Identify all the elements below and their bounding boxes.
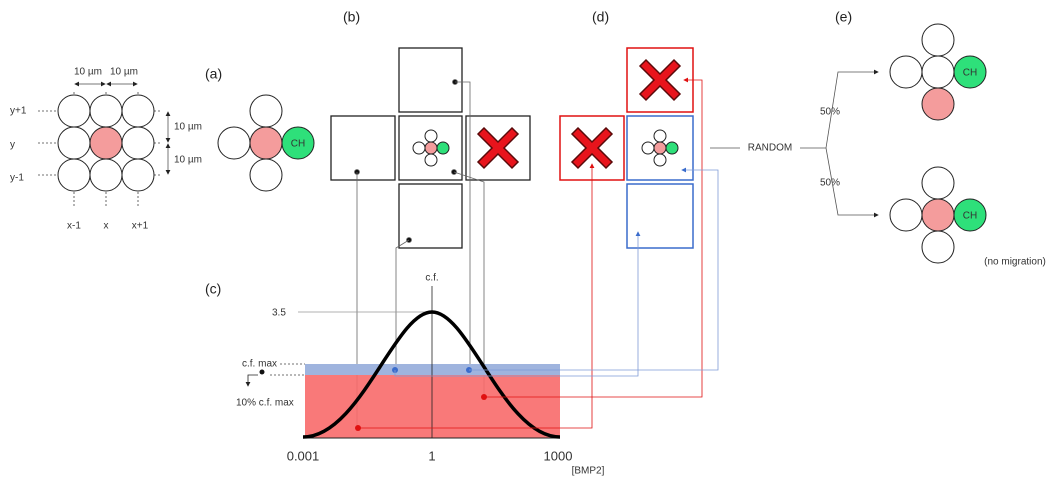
- peak-label: c.f.: [425, 273, 438, 284]
- max-label: c.f. max: [242, 359, 277, 370]
- panel-e: (e) RANDOM 50% 50% CH CH (no migration): [710, 9, 1046, 268]
- panel-a: (a) CH: [205, 66, 314, 191]
- panel-label: (d): [592, 9, 609, 25]
- panel-c: (c) c.f. 3.5 c.f. max 10% c.f. max 0.001…: [205, 273, 605, 477]
- col-label: x: [104, 221, 109, 232]
- panel-label: (e): [835, 9, 852, 25]
- spacing-label: 10 µm: [74, 67, 102, 78]
- decision-label: RANDOM: [748, 143, 792, 154]
- panel-b: (b): [331, 9, 530, 248]
- row-label: y+1: [10, 106, 27, 117]
- cell-label: CH: [963, 68, 977, 79]
- x-tick-label: 0.001: [287, 448, 320, 463]
- cell-label: CH: [291, 139, 305, 150]
- col-label: x+1: [132, 221, 149, 232]
- row-label: y-1: [10, 173, 24, 184]
- spacing-label: 10 µm: [174, 122, 202, 133]
- spacing-label: 10 µm: [174, 155, 202, 166]
- col-label: x-1: [67, 221, 81, 232]
- x-axis-label: [BMP2]: [572, 466, 605, 477]
- peak-value: 3.5: [272, 308, 286, 319]
- probability-label: 50%: [820, 107, 840, 118]
- cell-label: CH: [963, 211, 977, 222]
- x-tick-label: 1: [428, 448, 435, 463]
- panel-d: (d): [560, 9, 693, 248]
- diagram: 10 µm 10 µm y+1 y y-1 10 µm 10 µm x-1 x …: [0, 0, 1049, 481]
- panel-label: (b): [343, 9, 360, 25]
- threshold-label: 10% c.f. max: [236, 398, 294, 409]
- panel-label: (a): [205, 66, 222, 82]
- x-tick-label: 1000: [544, 448, 573, 463]
- spacing-label: 10 µm: [110, 67, 138, 78]
- note: (no migration): [984, 257, 1046, 268]
- grid-panel: 10 µm 10 µm y+1 y y-1 10 µm 10 µm x-1 x …: [10, 67, 202, 232]
- panel-label: (c): [205, 281, 221, 297]
- probability-label: 50%: [820, 178, 840, 189]
- row-label: y: [10, 140, 15, 151]
